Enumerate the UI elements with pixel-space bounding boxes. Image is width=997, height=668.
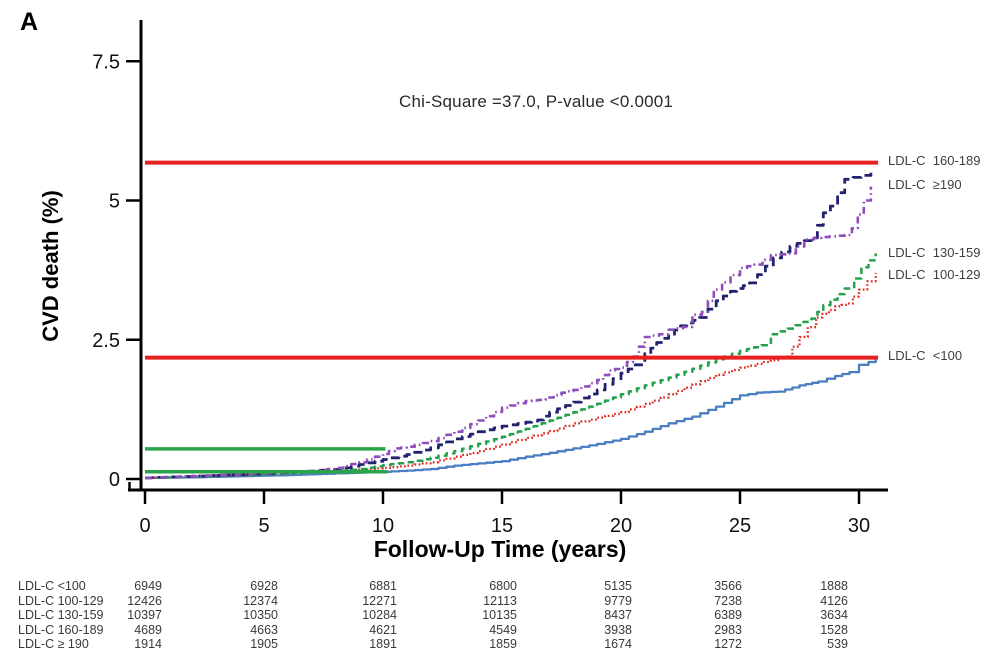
at-risk-row: LDL-C <100 6949 6928 6881 6800 5135 3566 1888 — [0, 579, 997, 593]
at-risk-count: 4621 — [369, 622, 397, 637]
x-tick-label: 30 — [848, 515, 870, 537]
at-risk-row: LDL-C 160-189 4689 4663 4621 4549 3938 2983 152… — [0, 623, 997, 637]
at-risk-row: LDL-C 130-159 10397 10350 10284 10135 8437 638… — [0, 608, 997, 622]
y-tick-label: 5 — [109, 191, 120, 213]
series-label-ldl-lt-100: LDL-C <100 — [888, 347, 963, 363]
at-risk-count: 9779 — [604, 593, 632, 608]
at-risk-count: 2983 — [714, 622, 742, 637]
plot-area: 0 2.5 5 7.5 0 5 10 15 20 25 30 — [92, 20, 888, 537]
at-risk-count: 12374 — [243, 593, 278, 608]
at-risk-count: 5135 — [604, 579, 632, 593]
at-risk-count: 8437 — [604, 608, 632, 622]
at-risk-count: 1674 — [604, 637, 632, 651]
at-risk-count: 3566 — [714, 579, 742, 593]
at-risk-count: 6389 — [714, 608, 742, 622]
x-axis-title: Follow-Up Time (years) — [373, 536, 627, 562]
at-risk-count: 4549 — [489, 622, 517, 637]
x-tick-label: 20 — [610, 515, 632, 537]
panel-label: A — [20, 8, 39, 36]
at-risk-count: 3634 — [820, 608, 848, 622]
y-tick-label: 0 — [109, 469, 120, 491]
at-risk-count: 1272 — [714, 637, 742, 651]
x-tick-label: 15 — [491, 515, 513, 537]
at-risk-count: 1914 — [134, 637, 162, 651]
at-risk-count: 10350 — [243, 608, 278, 622]
x-tick-label: 25 — [729, 515, 751, 537]
at-risk-count: 12426 — [127, 593, 162, 608]
series-label-ldl-130-159: LDL-C 130-159 — [888, 244, 981, 260]
at-risk-count: 10284 — [362, 608, 397, 622]
at-risk-count: 6881 — [369, 579, 397, 593]
x-tick-label: 10 — [372, 515, 394, 537]
curve-ldl-130-159 — [145, 253, 877, 480]
x-tick-label: 5 — [258, 515, 269, 537]
at-risk-count: 10397 — [127, 608, 162, 622]
at-risk-count: 6949 — [134, 579, 162, 593]
at-risk-group-label: LDL-C 130-159 — [18, 608, 104, 622]
at-risk-row: LDL-C ≥ 190 1914 1905 1891 1859 1674 1272 539 — [0, 637, 997, 651]
series-end-labels: LDL-C <100 LDL-C 100-129 LDL-C 130-159 LDL-… — [888, 152, 981, 363]
at-risk-group-label: LDL-C ≥ 190 — [18, 637, 89, 651]
y-tick-label: 7.5 — [92, 51, 120, 73]
series-label-ldl-100-129: LDL-C 100-129 — [888, 267, 981, 283]
at-risk-count: 1888 — [820, 579, 848, 593]
at-risk-count: 7238 — [714, 593, 742, 608]
at-risk-count: 12113 — [483, 593, 517, 608]
series-label-ldl-160-189: LDL-C 160-189 — [888, 152, 981, 168]
y-tick-label: 2.5 — [92, 330, 120, 352]
at-risk-row: LDL-C 100-129 12426 12374 12271 12113 9779 723… — [0, 594, 997, 608]
chi-square-annotation: Chi-Square =37.0, P-value <0.0001 — [399, 92, 674, 111]
at-risk-group-label: LDL-C 100-129 — [18, 593, 104, 608]
at-risk-group-label: LDL-C 160-189 — [18, 622, 104, 637]
at-risk-count: 6800 — [489, 579, 517, 593]
at-risk-count: 1905 — [250, 637, 278, 651]
at-risk-count: 12271 — [362, 593, 397, 608]
at-risk-count: 1859 — [489, 637, 517, 651]
series-label-ldl-ge-190: LDL-C ≥190 — [888, 176, 962, 192]
x-tick-label: 0 — [139, 515, 150, 537]
at-risk-count: 539 — [827, 637, 848, 651]
at-risk-count: 4689 — [134, 622, 162, 637]
at-risk-group-label: LDL-C <100 — [18, 579, 86, 593]
at-risk-count: 3938 — [604, 622, 632, 637]
at-risk-count: 6928 — [250, 579, 278, 593]
at-risk-count: 10135 — [482, 608, 517, 622]
at-risk-count: 1528 — [820, 622, 848, 637]
at-risk-count: 1891 — [369, 637, 397, 651]
at-risk-count: 4663 — [250, 622, 278, 637]
at-risk-count: 4126 — [820, 593, 848, 608]
